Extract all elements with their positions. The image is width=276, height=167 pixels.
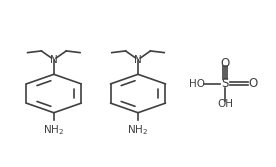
Text: N: N — [134, 55, 142, 65]
Text: O: O — [248, 77, 257, 90]
Text: S: S — [221, 77, 229, 90]
Text: OH: OH — [217, 99, 233, 109]
Text: HO: HO — [189, 78, 205, 89]
Text: NH$_2$: NH$_2$ — [43, 124, 64, 137]
Text: O: O — [220, 57, 230, 70]
Text: N: N — [50, 55, 58, 65]
Text: NH$_2$: NH$_2$ — [128, 124, 148, 137]
